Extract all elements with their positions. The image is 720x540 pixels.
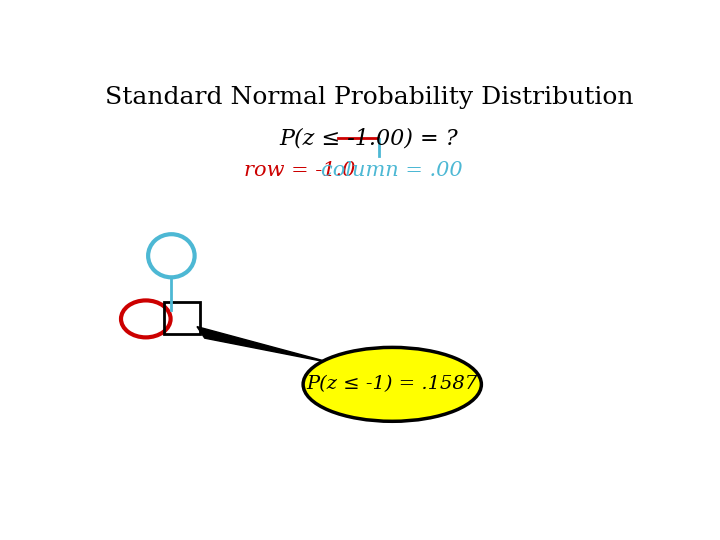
Text: P(z ≤ -1.00) = ?: P(z ≤ -1.00) = ? [279, 128, 459, 150]
Text: column = .00: column = .00 [321, 161, 463, 180]
Polygon shape [197, 327, 334, 363]
Text: P(z ≤ -1) = .1587: P(z ≤ -1) = .1587 [307, 375, 478, 393]
Text: Standard Normal Probability Distribution: Standard Normal Probability Distribution [104, 86, 634, 110]
Bar [164, 302, 200, 334]
Text: row = -1.0: row = -1.0 [243, 161, 355, 180]
Ellipse shape [303, 347, 482, 421]
